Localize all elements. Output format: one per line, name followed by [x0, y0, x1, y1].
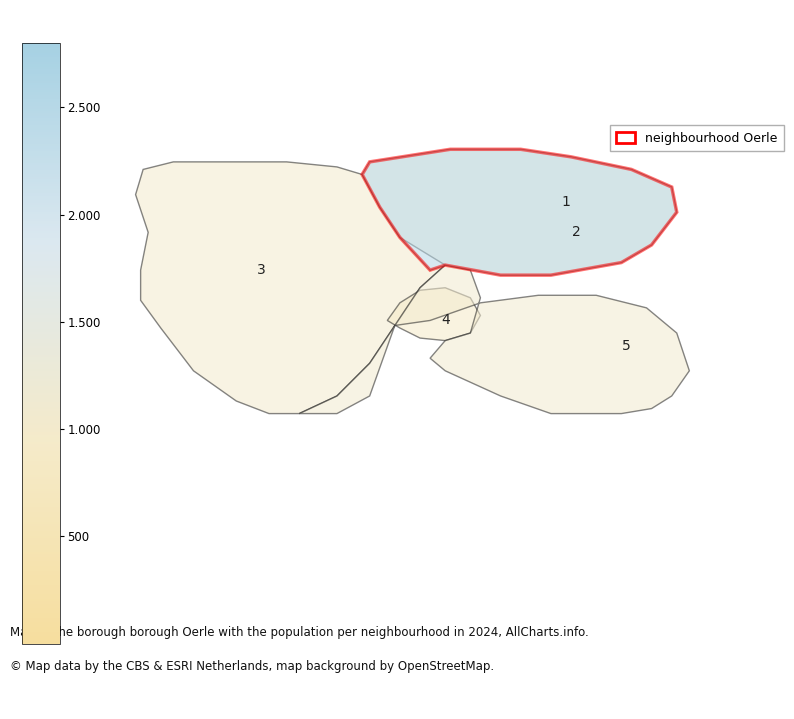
- Text: 4: 4: [441, 313, 449, 327]
- Polygon shape: [362, 150, 676, 275]
- Polygon shape: [136, 162, 445, 413]
- Polygon shape: [387, 288, 480, 341]
- Text: 5: 5: [622, 339, 630, 352]
- Polygon shape: [299, 265, 689, 413]
- Legend: neighbourhood Oerle: neighbourhood Oerle: [610, 125, 784, 151]
- Text: 2: 2: [572, 225, 580, 239]
- Text: Map of the borough borough Oerle with the population per neighbourhood in 2024, : Map of the borough borough Oerle with th…: [10, 626, 589, 639]
- Text: 3: 3: [257, 263, 266, 277]
- Text: 1: 1: [561, 195, 570, 209]
- Polygon shape: [362, 150, 676, 275]
- Text: © Map data by the CBS & ESRI Netherlands, map background by OpenStreetMap.: © Map data by the CBS & ESRI Netherlands…: [10, 660, 495, 673]
